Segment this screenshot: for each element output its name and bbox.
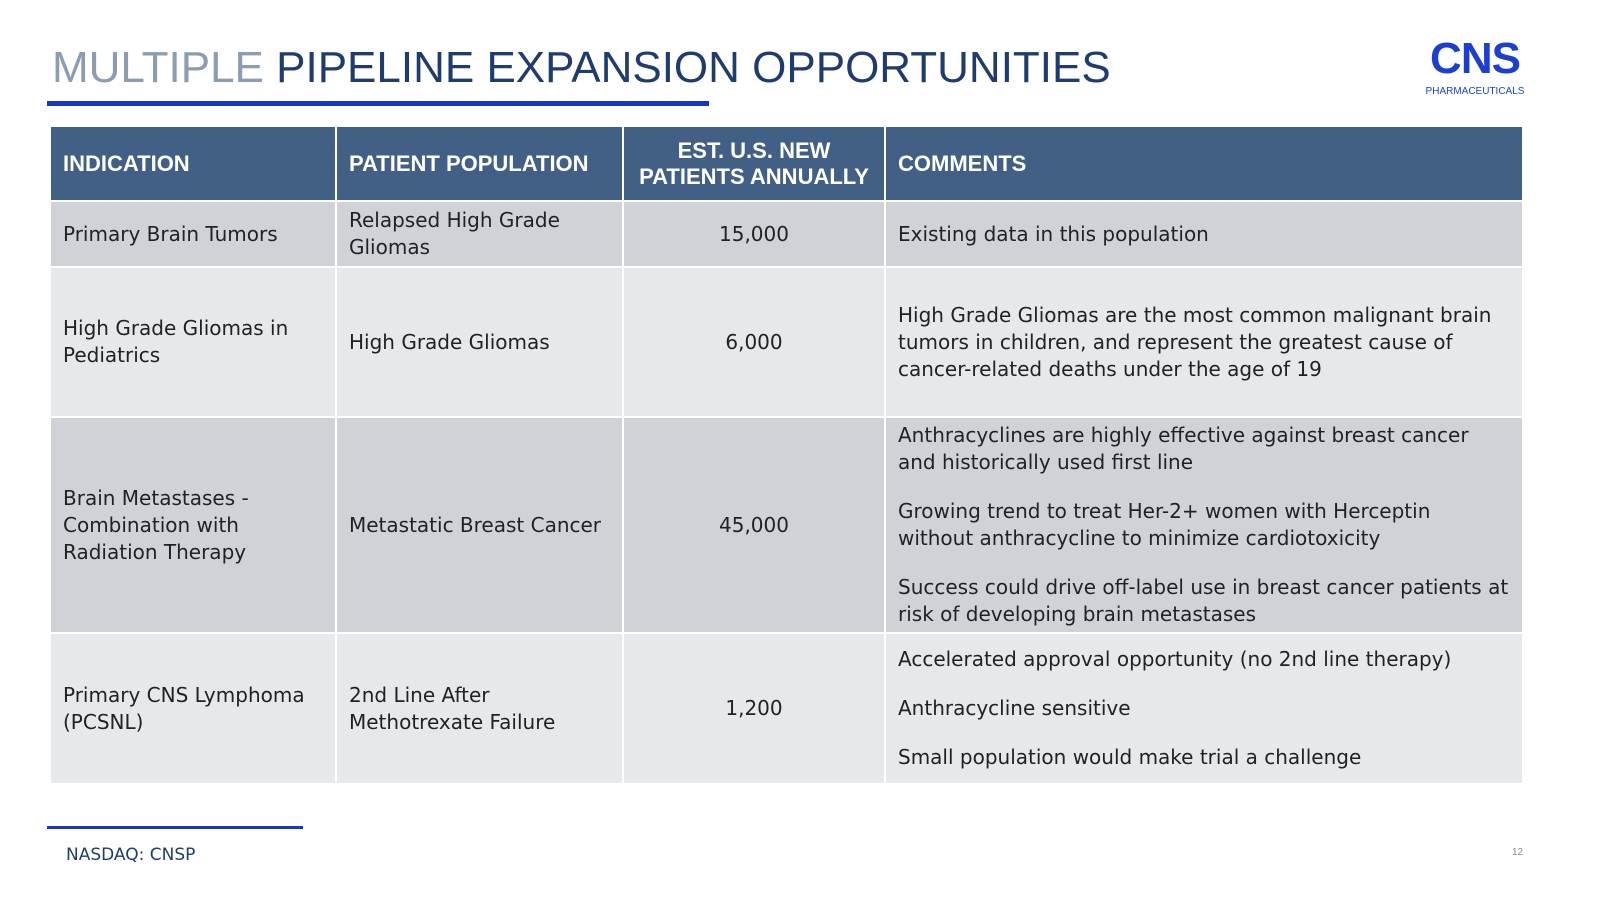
- comment: High Grade Gliomas are the most common m…: [898, 302, 1492, 381]
- ticker: NASDAQ: CNSP: [66, 845, 196, 865]
- comments-cell: Existing data in this population: [885, 200, 1524, 267]
- comment: Small population would make trial a chal…: [898, 745, 1362, 769]
- page-title: MULTIPLE PIPELINE EXPANSION OPPORTUNITIE…: [52, 43, 1111, 92]
- table-row: High Grade Gliomas in Pediatrics High Gra…: [51, 266, 1524, 417]
- indication-cell: High Grade Gliomas in Pediatrics: [51, 266, 337, 417]
- indication-cell: Primary CNS Lymphoma (PCSNL): [51, 632, 337, 783]
- header-indication: INDICATION: [51, 127, 337, 201]
- table-row: Primary CNS Lymphoma (PCSNL) 2nd Line Aft…: [51, 632, 1524, 783]
- population-cell: High Grade Gliomas: [336, 266, 624, 417]
- company-logo: CNS PHARMACEUTICALS: [1425, 34, 1525, 97]
- population-cell: Relapsed High Grade Gliomas: [336, 200, 624, 267]
- comments-cell: High Grade Gliomas are the most common m…: [885, 266, 1524, 417]
- patients-cell: 1,200: [623, 632, 886, 783]
- header-population: PATIENT POPULATION: [336, 127, 624, 201]
- table-row: Primary Brain Tumors Relapsed High Grade …: [51, 200, 1524, 267]
- comments-cell: Anthracyclines are highly effective agai…: [885, 416, 1524, 633]
- comment: Growing trend to treat Her-2+ women with…: [898, 499, 1431, 550]
- title-underline: [47, 101, 709, 106]
- population-cell: 2nd Line After Methotrexate Failure: [336, 632, 624, 783]
- patients-cell: 45,000: [623, 416, 886, 633]
- indication-cell: Brain Metastases - Combination with Radi…: [51, 416, 337, 633]
- table-row: Brain Metastases - Combination with Radi…: [51, 416, 1524, 633]
- patients-cell: 15,000: [623, 200, 886, 267]
- comment: Anthracyclines are highly effective agai…: [898, 423, 1469, 474]
- patients-cell: 6,000: [623, 266, 886, 417]
- population-cell: Metastatic Breast Cancer: [336, 416, 624, 633]
- comment: Success could drive off-label use in bre…: [898, 575, 1509, 626]
- comment: Existing data in this population: [898, 221, 1209, 246]
- pipeline-table: INDICATION PATIENT POPULATION EST. U.S. …: [51, 127, 1524, 783]
- comments-cell: Accelerated approval opportunity (no 2nd…: [885, 632, 1524, 783]
- footer-line: [47, 826, 303, 829]
- header-patients: EST. U.S. NEW PATIENTS ANNUALLY: [623, 127, 886, 201]
- comment: Anthracycline sensitive: [898, 696, 1131, 720]
- header-comments: COMMENTS: [885, 127, 1524, 201]
- page-number: 12: [1512, 847, 1524, 858]
- comment: Accelerated approval opportunity (no 2nd…: [898, 647, 1452, 671]
- indication-cell: Primary Brain Tumors: [51, 200, 337, 267]
